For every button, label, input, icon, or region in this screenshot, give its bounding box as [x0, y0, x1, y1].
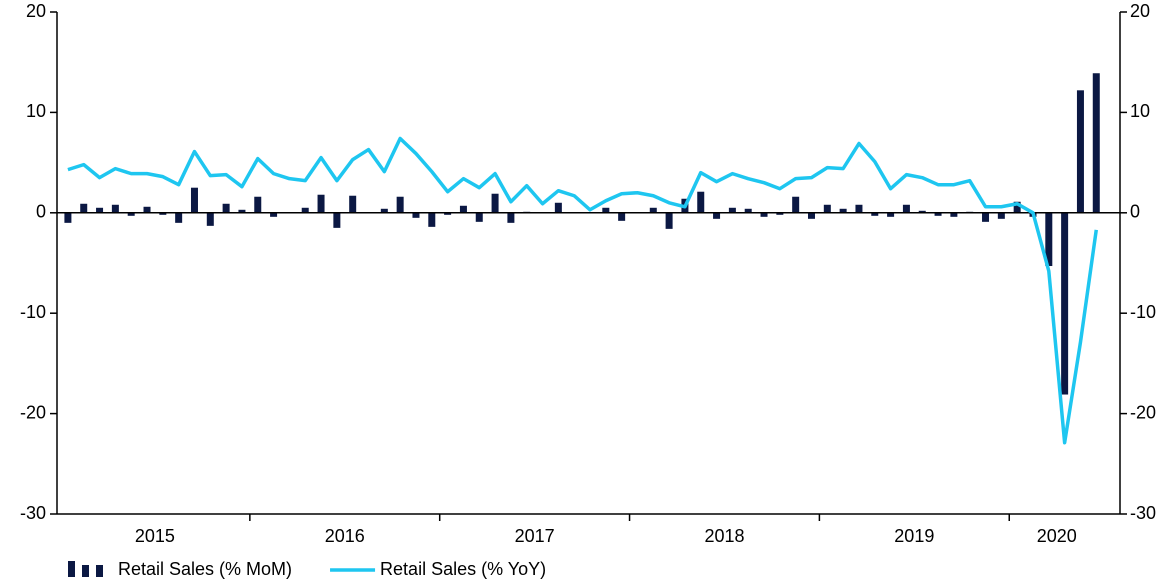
y-tick-label: 0	[36, 202, 46, 222]
bar	[744, 208, 752, 213]
legend-swatch	[82, 565, 89, 577]
bar	[776, 212, 784, 215]
bar	[396, 196, 404, 213]
y-tick-label: 10	[26, 101, 46, 121]
bar	[649, 207, 657, 213]
bar	[190, 187, 198, 213]
bar	[713, 212, 721, 219]
y2-tick-label: -30	[1130, 503, 1156, 523]
bar	[127, 212, 135, 216]
line	[67, 136, 1099, 445]
bar	[491, 193, 499, 213]
bar	[1092, 73, 1100, 213]
y-tick-label: -10	[20, 302, 46, 322]
bar	[618, 212, 626, 221]
bar	[111, 204, 119, 213]
bar	[728, 207, 736, 213]
bar	[902, 204, 910, 213]
bar	[792, 196, 800, 213]
bar	[64, 212, 72, 223]
bar	[444, 212, 452, 215]
bar	[934, 212, 942, 216]
y-tick-label: -20	[20, 402, 46, 422]
bar	[871, 212, 879, 216]
bar	[222, 203, 230, 213]
x-tick-label: 2016	[325, 526, 365, 546]
bar	[554, 202, 562, 213]
bar	[380, 208, 388, 213]
y-tick-label: -30	[20, 503, 46, 523]
x-tick-label: 2019	[894, 526, 934, 546]
x-tick-label: 2020	[1037, 526, 1077, 546]
bar	[412, 212, 420, 218]
bar	[665, 212, 673, 229]
bar	[159, 212, 167, 215]
x-tick-label: 2018	[704, 526, 744, 546]
y2-tick-label: 0	[1130, 202, 1140, 222]
bar	[301, 207, 309, 213]
legend-label: Retail Sales (% YoY)	[380, 559, 546, 579]
bar	[317, 194, 325, 213]
bar	[1061, 212, 1069, 395]
legend-label: Retail Sales (% MoM)	[118, 559, 292, 579]
bar	[918, 210, 926, 213]
bar	[238, 209, 246, 213]
bar	[349, 195, 357, 213]
y-tick-label: 20	[26, 1, 46, 21]
bar	[428, 212, 436, 227]
bar	[855, 204, 863, 213]
bar	[175, 212, 183, 223]
bar	[270, 212, 278, 217]
bar	[1045, 212, 1053, 267]
bar	[839, 208, 847, 213]
y2-tick-label: 10	[1130, 101, 1150, 121]
bar	[887, 212, 895, 217]
bar	[1013, 201, 1021, 213]
bar	[80, 203, 88, 213]
bar	[602, 207, 610, 213]
y2-tick-label: -20	[1130, 402, 1156, 422]
bar	[697, 191, 705, 213]
bar	[143, 206, 151, 213]
bar	[206, 212, 214, 226]
legend-swatch	[96, 565, 103, 577]
bar	[807, 212, 815, 219]
legend-swatch	[68, 561, 75, 577]
bar	[254, 196, 262, 213]
y2-tick-label: -10	[1130, 302, 1156, 322]
bar	[333, 212, 341, 228]
bar	[823, 204, 831, 213]
x-tick-label: 2017	[515, 526, 555, 546]
bar	[997, 212, 1005, 219]
bar	[1076, 90, 1084, 213]
bar	[507, 212, 515, 223]
bar	[950, 212, 958, 217]
bar	[982, 212, 990, 222]
bar	[475, 212, 483, 222]
bar	[96, 207, 104, 213]
bar	[760, 212, 768, 217]
bar	[459, 205, 467, 213]
x-tick-label: 2015	[135, 526, 175, 546]
y2-tick-label: 20	[1130, 1, 1150, 21]
